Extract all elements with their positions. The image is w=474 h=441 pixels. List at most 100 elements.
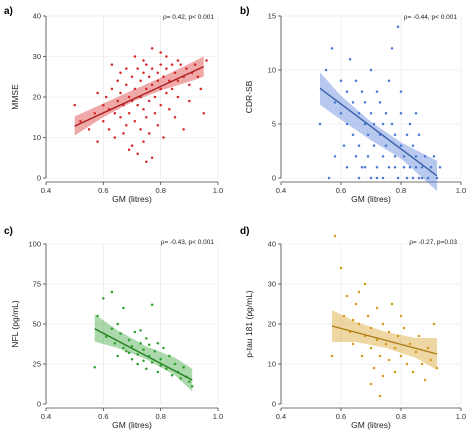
data-point (185, 67, 188, 70)
x-tick-label: 0.6 (336, 412, 346, 421)
data-point (147, 132, 151, 135)
data-point (156, 341, 160, 345)
y-tick-label: 10 (268, 66, 276, 75)
y-tick-label: 75 (33, 280, 41, 289)
data-point (173, 362, 177, 366)
data-point (156, 79, 160, 83)
data-point (127, 338, 131, 342)
data-point (354, 155, 358, 158)
y-tick-label: 30 (268, 280, 276, 289)
data-point (147, 75, 151, 79)
data-point (153, 349, 157, 353)
data-point (179, 377, 182, 380)
data-point (393, 346, 397, 350)
data-point (399, 90, 403, 93)
data-point (390, 302, 394, 306)
data-point (102, 103, 105, 107)
data-point (351, 342, 355, 346)
data-point (125, 349, 128, 353)
data-point (110, 63, 114, 66)
x-tick-label: 0.4 (276, 412, 286, 421)
data-point (145, 87, 148, 91)
data-point (113, 341, 117, 345)
data-point (79, 120, 82, 123)
data-point (399, 111, 403, 115)
data-point (381, 176, 385, 180)
data-point (127, 148, 131, 151)
data-point (417, 334, 421, 338)
data-point (435, 366, 439, 370)
x-tick-label: 0.6 (98, 412, 108, 421)
data-point (402, 326, 406, 330)
y-tick-label: 30 (33, 52, 41, 61)
data-point (150, 67, 154, 70)
data-point (318, 122, 322, 126)
data-point (156, 370, 160, 374)
data-point (156, 124, 160, 127)
data-point (345, 122, 349, 126)
data-point (381, 122, 385, 126)
data-point (414, 111, 418, 115)
data-point (150, 47, 154, 50)
y-tick-label: 40 (33, 12, 41, 21)
data-point (429, 165, 433, 169)
data-point (193, 63, 197, 66)
data-point (188, 99, 191, 103)
data-point (438, 165, 442, 169)
data-point (110, 87, 114, 91)
data-point (196, 75, 200, 79)
x-tick-label: 0.6 (336, 186, 346, 195)
data-point (378, 394, 382, 398)
data-point (173, 71, 177, 74)
data-point (399, 354, 403, 358)
data-point (165, 55, 168, 58)
data-point (102, 297, 105, 300)
x-tick-label: 0.8 (396, 186, 406, 195)
data-point (387, 330, 391, 334)
data-point (130, 144, 134, 147)
x-tick-label: 1.0 (456, 412, 466, 421)
data-point (170, 87, 174, 91)
stat-annotation: ρ= -0.44, p< 0.001 (404, 14, 458, 21)
data-point (375, 338, 379, 342)
data-point (127, 111, 131, 115)
data-point (136, 67, 139, 70)
data-point (402, 155, 406, 158)
data-point (414, 165, 418, 169)
data-point (190, 385, 194, 388)
y-tick-label: 0 (37, 400, 41, 409)
data-point (387, 165, 391, 169)
panel-1: 0 10 20 30 40 0.4 0.6 0.8 1.0 a) ρ= 0.42, p< 0.001… (4, 6, 223, 204)
data-point (420, 176, 424, 180)
data-point (384, 144, 388, 147)
data-point (107, 128, 111, 131)
data-point (142, 359, 145, 363)
data-point (420, 362, 424, 366)
data-point (405, 176, 409, 180)
data-point (411, 144, 415, 147)
data-point (333, 101, 337, 104)
y-tick-label: 15 (268, 12, 276, 21)
data-point (188, 83, 191, 87)
data-point (202, 111, 205, 115)
data-point (110, 290, 114, 294)
data-point (125, 67, 128, 70)
data-point (345, 165, 349, 169)
data-point (390, 122, 394, 126)
data-point (142, 59, 145, 62)
data-point (369, 382, 373, 386)
data-point (333, 234, 337, 238)
data-point (110, 327, 114, 331)
data-point (139, 128, 142, 131)
data-point (351, 133, 355, 137)
data-point (399, 144, 403, 147)
x-axis-label: GM (litres) (351, 194, 391, 204)
data-point (119, 91, 122, 95)
data-point (384, 111, 388, 115)
data-point (351, 101, 355, 104)
data-point (130, 75, 134, 79)
data-point (423, 155, 427, 158)
data-point (360, 90, 364, 93)
data-point (354, 79, 358, 83)
data-point (159, 357, 162, 361)
